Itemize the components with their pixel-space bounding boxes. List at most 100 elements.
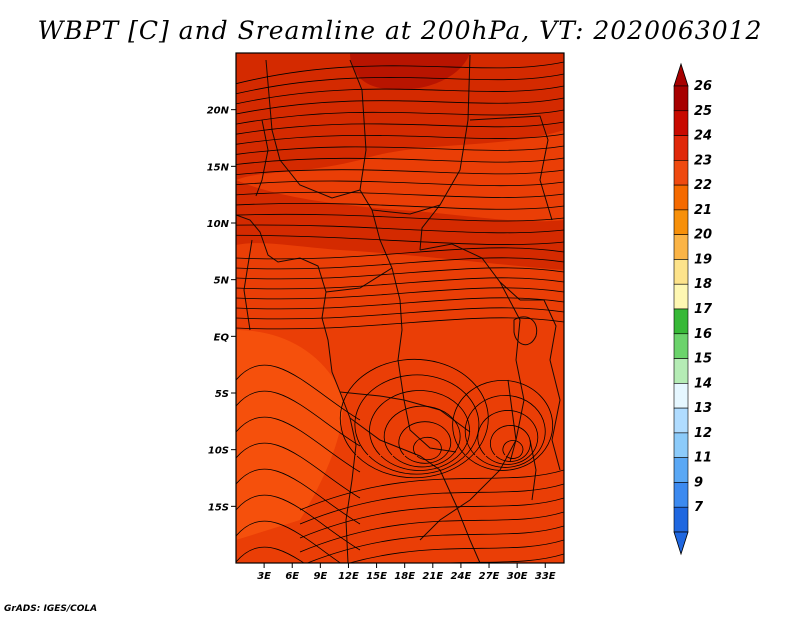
streamline — [236, 191, 564, 198]
colorbar: 26 25 24 23 22 21 20 19 18 17 16 15 14 13 12 11 9 7 — [673, 62, 713, 556]
colorbar-swatch — [673, 209, 689, 235]
streamline — [236, 317, 564, 330]
lon-tick-label: 3E — [257, 571, 271, 582]
colorbar-label: 19 — [694, 252, 712, 267]
lat-tick-label: 10S — [208, 446, 229, 457]
streamline — [236, 416, 361, 473]
colorbar-swatch — [673, 259, 689, 285]
streamline — [236, 364, 361, 421]
lon-tick-label: 15E — [366, 571, 387, 582]
lon-tick-label: 18E — [394, 571, 415, 582]
streamline — [354, 374, 480, 475]
colorbar-swatch — [673, 358, 689, 384]
streamlines — [236, 61, 564, 563]
colorbar-label: 23 — [694, 153, 712, 168]
streamline — [236, 133, 564, 145]
streamline — [299, 497, 564, 539]
streamline — [306, 525, 564, 563]
colorbar-swatch — [673, 482, 689, 508]
colorbar-swatch — [673, 383, 689, 409]
streamline — [339, 358, 489, 479]
chart-title: WBPT [C] and Sreamline at 200hPa, VT: 20… — [37, 16, 763, 45]
lat-tick-label: 15N — [207, 162, 230, 173]
wbpt-shading — [236, 53, 564, 540]
streamline — [236, 520, 341, 563]
border-line — [419, 54, 471, 251]
lake-shore — [507, 379, 517, 463]
streamline — [299, 483, 564, 525]
streamline — [452, 380, 554, 471]
colorbar-swatch — [673, 85, 689, 112]
colorbar-bottom-arrow — [673, 531, 689, 556]
streamline — [236, 73, 564, 95]
colorbar-label: 13 — [694, 401, 712, 416]
streamline — [489, 425, 531, 462]
colorbar-label: 17 — [694, 302, 713, 317]
border-line — [243, 239, 253, 331]
colorbar-label: 9 — [694, 475, 703, 490]
border-line — [469, 115, 553, 221]
colorbar-label: 24 — [694, 129, 712, 144]
colorbar-label: 18 — [694, 277, 712, 292]
streamline — [236, 234, 564, 245]
streamline — [236, 213, 564, 222]
wbpt-contour-patch — [350, 53, 470, 90]
colorbar-top-arrow — [673, 62, 689, 87]
streamline — [502, 440, 524, 459]
colorbar-label: 12 — [694, 426, 712, 441]
streamline — [383, 405, 461, 468]
colorbar-label: 26 — [694, 79, 712, 94]
lat-tick-label: EQ — [214, 332, 230, 343]
border-line — [255, 119, 269, 197]
colorbar-swatch — [673, 110, 689, 136]
border-line — [371, 204, 441, 215]
latitude-axis: 20N 15N 10N 5N EQ 5S 10S 15S — [207, 106, 236, 513]
map-frame — [235, 52, 565, 564]
streamline — [236, 109, 564, 125]
streamline — [236, 145, 564, 155]
streamline — [236, 180, 564, 187]
lat-tick-label: 10N — [207, 219, 230, 230]
lon-tick-label: 6E — [285, 571, 299, 582]
streamline — [236, 157, 564, 165]
longitude-axis: 3E 6E 9E 12E 15E 18E 21E 24E 27E 30E 33E — [257, 563, 556, 582]
streamline — [464, 395, 546, 468]
lake-shore — [513, 316, 538, 346]
streamline — [477, 410, 539, 465]
streamline — [348, 539, 564, 563]
colorbar-swatch — [673, 506, 689, 533]
streamline — [236, 494, 361, 551]
border-line — [349, 417, 481, 563]
lat-tick-label: 5N — [214, 276, 230, 287]
streamline — [236, 247, 564, 260]
streamline — [236, 297, 564, 310]
colorbar-swatch — [673, 283, 689, 310]
colorbar-swatch — [673, 407, 689, 434]
lon-tick-label: 33E — [535, 571, 556, 582]
colorbar-label: 20 — [694, 228, 712, 243]
colorbar-label: 15 — [694, 352, 712, 367]
streamline — [236, 97, 564, 115]
streamline — [236, 307, 564, 320]
colorbar-label: 14 — [694, 376, 712, 391]
streamline — [236, 546, 305, 563]
streamline — [299, 469, 564, 511]
streamline — [236, 121, 564, 135]
colorbar-swatch — [673, 184, 689, 211]
streamline — [236, 442, 361, 499]
streamline — [398, 421, 452, 464]
lat-tick-label: 5S — [215, 389, 229, 400]
colorbar-label: 22 — [694, 178, 712, 193]
lon-tick-label: 12E — [338, 571, 359, 582]
streamline — [236, 61, 564, 85]
colorbar-swatch — [673, 160, 689, 186]
colorbar-swatch — [673, 308, 689, 335]
wbpt-contour-patch — [236, 180, 564, 270]
lat-tick-label: 20N — [207, 106, 230, 117]
lon-tick-label: 24E — [451, 571, 472, 582]
colorbar-label: 7 — [694, 500, 704, 515]
streamline — [236, 267, 564, 280]
streamline — [236, 287, 564, 300]
lat-tick-label: 15S — [208, 502, 229, 513]
